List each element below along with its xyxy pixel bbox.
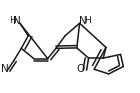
Text: N: N: [13, 16, 21, 26]
Text: O: O: [76, 64, 84, 74]
Text: N: N: [79, 16, 87, 26]
Text: H: H: [9, 16, 16, 25]
Text: N: N: [1, 64, 9, 74]
Text: H: H: [85, 16, 91, 25]
